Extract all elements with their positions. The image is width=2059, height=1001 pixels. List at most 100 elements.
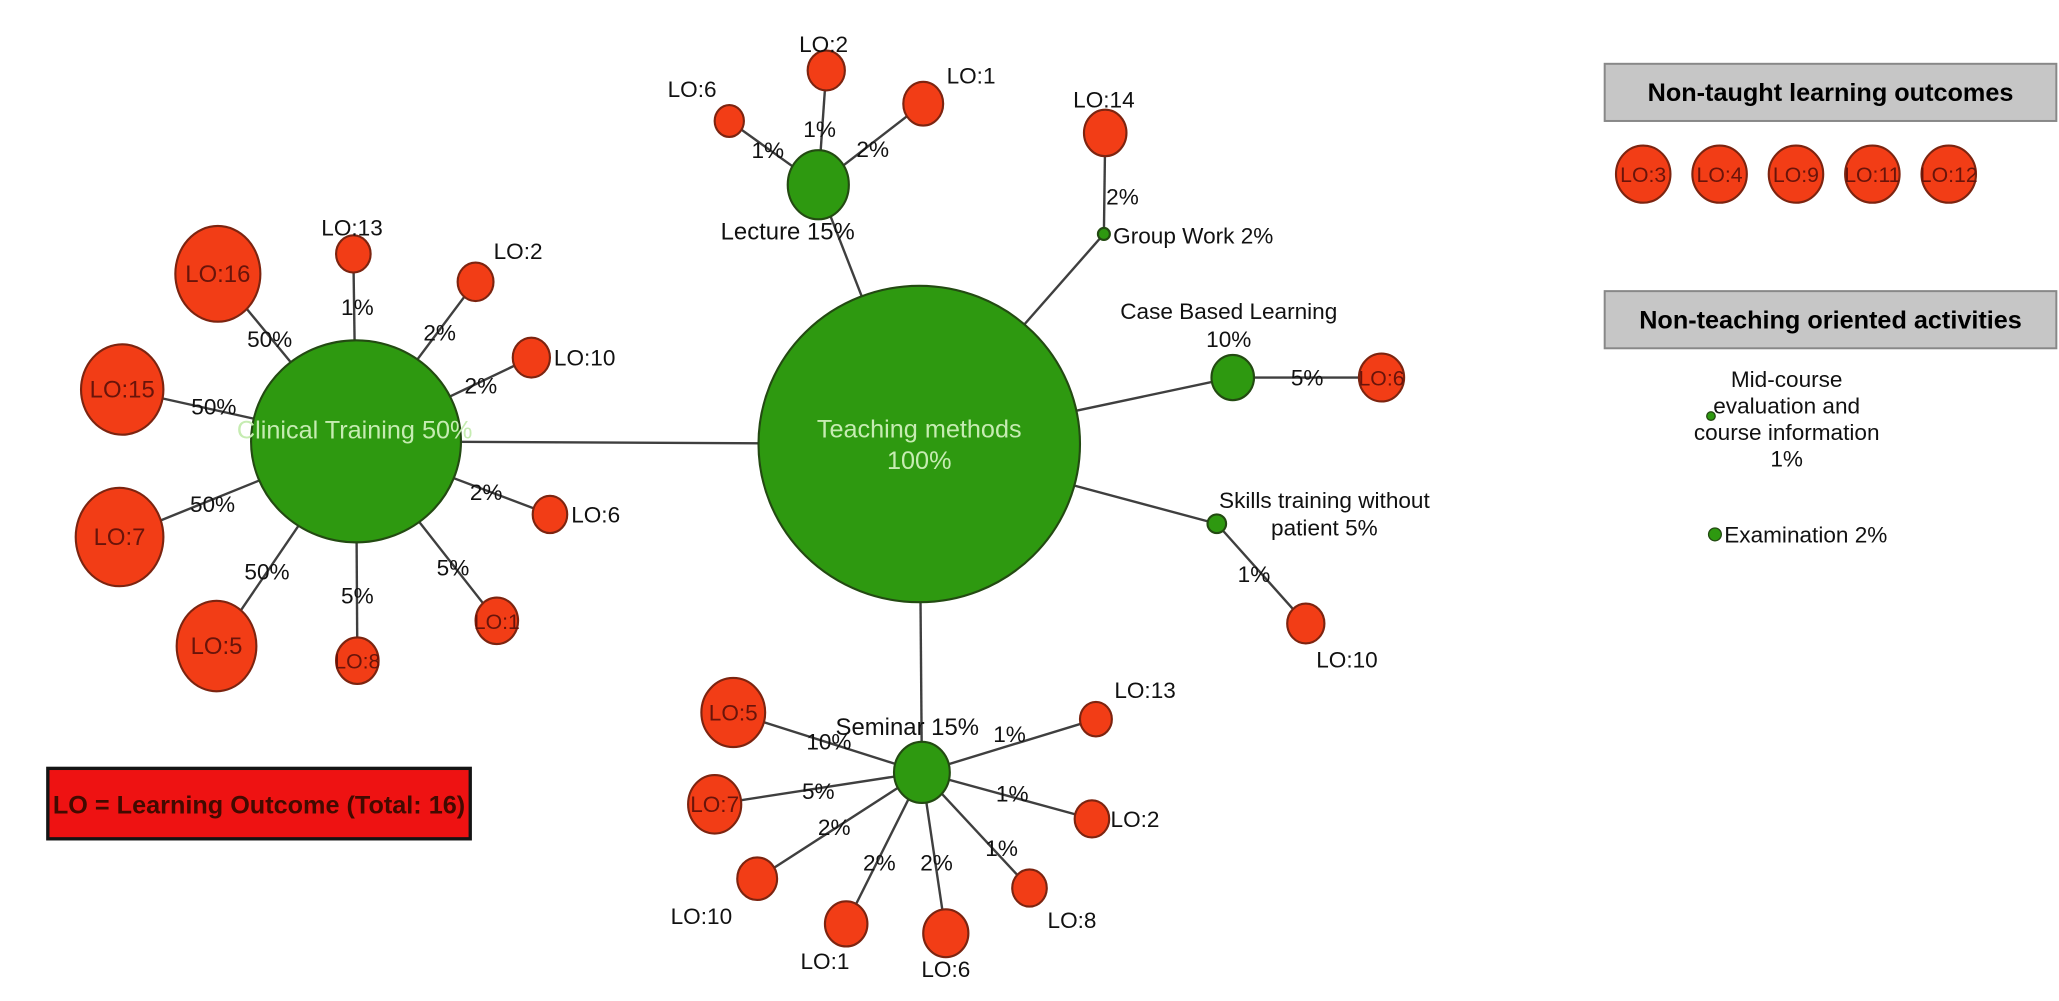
node-label-l6: LO:6	[668, 77, 717, 102]
node-c15	[79, 343, 165, 436]
legend-label: LO = Learning Outcome (Total: 16)	[53, 792, 465, 820]
node-l2	[806, 49, 846, 92]
edge-label-seminar-se6: 2%	[920, 851, 953, 876]
node-c13	[335, 234, 372, 274]
midcourse-dot	[1706, 411, 1716, 422]
legend-box	[46, 766, 472, 841]
examination-dot	[1707, 527, 1722, 542]
legend: LO = Learning Outcome (Total: 16)	[46, 766, 472, 841]
node-label-c10: LO:10	[554, 346, 615, 371]
node-layer	[74, 49, 1406, 959]
edge-label-lecture-l6: 1%	[751, 138, 784, 163]
non-taught-node-2	[1767, 144, 1825, 204]
edge-label-groupwork-g14: 2%	[1106, 185, 1139, 210]
edge-label-clinical-c16: 50%	[247, 327, 292, 352]
node-seminar	[892, 740, 951, 804]
midcourse-line-0: Mid-course	[1731, 367, 1843, 392]
node-label-se6: LO:6	[921, 957, 970, 982]
node-label-c2: LO:2	[494, 239, 543, 264]
node-label-cbl-1: 10%	[1206, 327, 1251, 352]
edge-label-clinical-c7: 50%	[190, 492, 235, 517]
node-label-l2: LO:2	[799, 32, 848, 57]
edge-label-seminar-se8: 1%	[985, 836, 1018, 861]
node-se6	[922, 908, 970, 959]
edge-label-lecture-l1: 2%	[856, 137, 889, 162]
non-taught-label-0: LO:3	[1620, 163, 1666, 187]
edge-label-clinical-c5: 50%	[244, 560, 289, 585]
edge-label-clinical-c13: 1%	[341, 295, 374, 320]
edge-label-clinical-c1: 5%	[437, 556, 470, 581]
node-lecture	[786, 149, 850, 221]
midcourse-line-1: evaluation and	[1713, 393, 1860, 418]
node-label-c1: LO:1	[474, 610, 520, 634]
node-c7	[74, 486, 165, 588]
node-cb6	[1357, 352, 1406, 403]
node-label-se2: LO:2	[1111, 807, 1160, 832]
node-l6	[713, 103, 745, 138]
edge-label-clinical-c8: 5%	[341, 584, 374, 609]
node-label-l1: LO:1	[947, 64, 996, 89]
edge-label-lecture-l2: 1%	[803, 117, 836, 142]
non-teaching-header-title: Non-teaching oriented activities	[1639, 306, 2022, 334]
node-label-teaching: Teaching methods	[817, 415, 1022, 443]
edge-label-cbl-cb6: 5%	[1291, 366, 1324, 391]
node-groupwork	[1096, 226, 1111, 242]
non-taught-header-box	[1603, 62, 2058, 122]
non-taught-label-2: LO:9	[1773, 163, 1819, 187]
edge-label-skills-s10: 1%	[1238, 562, 1271, 587]
node-g14	[1082, 108, 1128, 158]
node-se8	[1011, 868, 1048, 908]
node-label-se13: LO:13	[1114, 678, 1175, 703]
node-label-teaching-1: 100%	[887, 447, 952, 475]
edge-label-seminar-se2: 1%	[996, 782, 1029, 807]
non-taught-label-3: LO:11	[1844, 163, 1900, 187]
node-label-c16: LO:16	[185, 261, 250, 288]
examination-label: Examination 2%	[1724, 522, 1887, 547]
node-c16	[174, 224, 262, 323]
node-label-c13: LO:13	[321, 215, 382, 240]
edge-label-seminar-se13: 1%	[993, 722, 1026, 747]
node-label-clinical: Clinical Training 50%	[237, 417, 473, 445]
midcourse-line-2: course information	[1694, 420, 1880, 445]
label-layer: 1% 50% 2% 2% 50% 50% 2% 50% 5% 5% 1% 1% 2% 2% 5% 1% 10% 5…	[90, 32, 1431, 982]
node-label-c5: LO:5	[191, 633, 243, 660]
node-l1	[902, 80, 945, 127]
non-teaching-header-box	[1603, 290, 2058, 350]
node-label-se1: LO:1	[800, 949, 849, 974]
node-se13	[1078, 700, 1113, 738]
edge-seminar-se7	[714, 771, 923, 806]
node-label-se8: LO:8	[1048, 908, 1097, 933]
non-taught-header-title: Non-taught learning outcomes	[1648, 79, 2014, 107]
edge-label-clinical-c6: 2%	[470, 480, 503, 505]
non-taught-node-1	[1691, 144, 1748, 204]
non-taught-node-3	[1844, 144, 1901, 204]
edge-label-seminar-se1: 2%	[863, 851, 896, 876]
node-cbl	[1210, 353, 1256, 402]
node-c5	[175, 599, 258, 693]
node-clinical	[250, 339, 463, 544]
node-label-se5: LO:5	[709, 701, 758, 726]
node-c1	[474, 596, 520, 646]
node-label-se7: LO:7	[690, 792, 739, 817]
node-label-g14: LO:14	[1073, 88, 1134, 113]
edge-seminar-se2	[921, 771, 1093, 821]
non-teaching-panel: Non-teaching oriented activities Mid-cou…	[1603, 290, 2058, 548]
edge-seminar-se13	[921, 718, 1097, 774]
node-se7	[687, 773, 743, 835]
node-se10	[736, 856, 779, 902]
node-c6	[531, 494, 569, 535]
edge-skills-s10	[1215, 522, 1307, 625]
node-label-se10: LO:10	[671, 904, 732, 929]
node-label-skills-1: patient 5%	[1271, 516, 1378, 541]
non-taught-outcomes-row: LO:3 LO:4 LO:9 LO:11 LO:12	[1614, 144, 1978, 204]
node-label-groupwork: Group Work 2%	[1113, 223, 1273, 248]
edge-label-clinical-c2: 2%	[423, 320, 456, 345]
non-taught-node-4	[1920, 144, 1978, 204]
node-skills	[1206, 513, 1228, 535]
edge-label-clinical-c10: 2%	[465, 373, 498, 398]
node-s10	[1286, 602, 1326, 645]
node-se1	[823, 900, 869, 948]
node-label-cb6: LO:6	[1358, 367, 1404, 391]
node-label-skills: Skills training without	[1219, 488, 1430, 513]
